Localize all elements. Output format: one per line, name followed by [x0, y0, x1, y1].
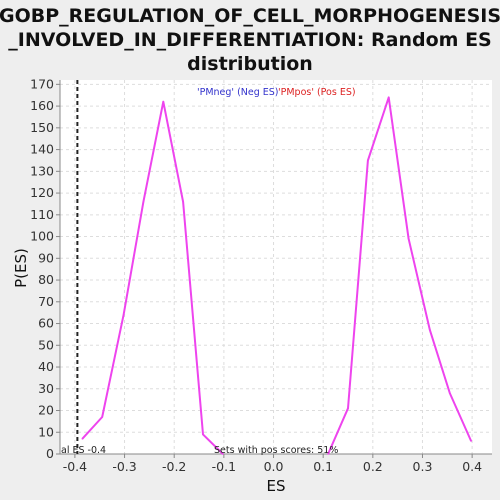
- y-tick-label: 0: [46, 446, 54, 461]
- data-point: [81, 437, 84, 440]
- pos-scores-annotation: Sets with pos scores: 51%: [214, 445, 338, 456]
- data-point: [182, 200, 184, 203]
- y-tick-label: 20: [38, 403, 54, 418]
- data-point: [101, 416, 104, 418]
- grid-lines: [60, 80, 492, 455]
- data-point: [162, 100, 165, 103]
- y-tick-label: 110: [30, 207, 54, 222]
- y-tick-label: 100: [30, 229, 54, 244]
- x-tick-label: -0.2: [162, 459, 186, 474]
- data-point: [387, 96, 390, 99]
- x-tick-label: 0.2: [363, 459, 383, 474]
- data-point: [122, 314, 125, 316]
- chart-title: GOBP_REGULATION_OF_CELL_MORPHOGENESIS _I…: [0, 5, 500, 75]
- series-lines: [81, 96, 473, 455]
- x-tick-label: 0.1: [313, 459, 333, 474]
- y-tick-label: 120: [30, 185, 54, 200]
- data-point: [367, 159, 369, 162]
- y-tick-label: 140: [30, 142, 54, 157]
- data-point: [448, 392, 451, 394]
- y-tick-label: 150: [30, 120, 54, 135]
- y-tick-label: 30: [38, 381, 54, 396]
- y-tick-label: 50: [38, 337, 54, 352]
- y-tick-label: 60: [38, 316, 54, 331]
- y-ticks: 0 10 20 30 40 50 60 70 80 90 100 110 120 130 140 150 160…: [30, 76, 60, 461]
- x-tick-label: 0.4: [462, 459, 482, 474]
- x-tick-label: -0.3: [112, 459, 136, 474]
- data-point: [470, 440, 472, 442]
- data-point: [327, 453, 329, 455]
- title-line-1: GOBP_REGULATION_OF_CELL_MORPHOGENESIS: [0, 5, 500, 27]
- series-line-0: [81, 100, 224, 455]
- actual-es-label: al ES -0.4: [61, 445, 106, 456]
- y-tick-label: 70: [38, 294, 54, 309]
- y-axis-label: P(ES): [12, 248, 30, 288]
- x-tick-label: -0.1: [212, 459, 236, 474]
- data-point: [429, 329, 431, 331]
- x-ticks: -0.4 -0.3 -0.2 -0.1 0.0 0.1 0.2 0.3 0.4: [63, 454, 482, 474]
- y-tick-label: 90: [38, 250, 54, 265]
- x-tick-label: 0.0: [264, 459, 284, 474]
- data-point: [407, 237, 410, 240]
- data-point: [142, 200, 145, 203]
- y-tick-label: 80: [38, 272, 54, 287]
- y-tick-label: 40: [38, 359, 54, 374]
- legend-pos: 'PMpos' (Pos ES): [278, 87, 356, 98]
- series-line-1: [327, 96, 473, 455]
- y-tick-label: 170: [30, 76, 54, 91]
- x-axis-label: ES: [267, 477, 286, 495]
- data-point: [222, 453, 224, 455]
- data-point: [347, 407, 349, 410]
- title-line-3: distribution: [187, 53, 313, 75]
- x-tick-label: -0.4: [63, 459, 87, 474]
- y-tick-label: 10: [38, 424, 54, 439]
- y-tick-label: 130: [30, 163, 54, 178]
- legend-neg: 'PMneg' (Neg ES): [197, 87, 279, 98]
- data-point: [202, 433, 204, 436]
- x-tick-label: 0.3: [413, 459, 433, 474]
- title-line-2: _INVOLVED_IN_DIFFERENTIATION: Random ES: [8, 29, 491, 51]
- y-tick-label: 160: [30, 98, 54, 113]
